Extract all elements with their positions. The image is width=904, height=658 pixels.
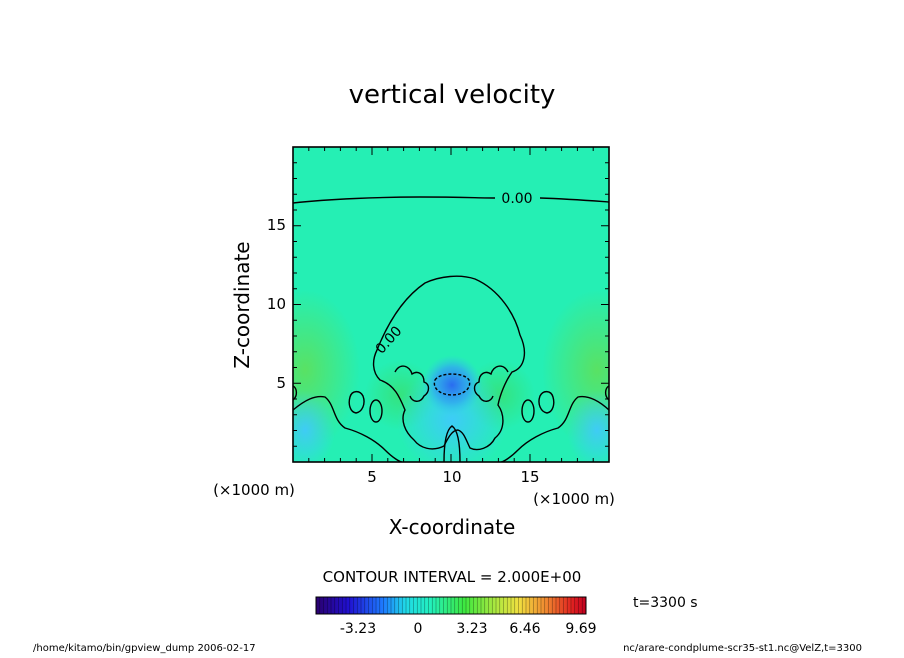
colorbar-tick-4: 6.46: [509, 621, 540, 637]
contour-lobe-left: [369, 399, 383, 423]
contour-wiggle-left: [394, 365, 430, 402]
contour-bottom-right: [500, 395, 609, 462]
colorbar: [315, 596, 587, 615]
y-tick-label-5: 5: [276, 374, 286, 392]
colorbar-tick-5: 9.69: [565, 621, 596, 637]
x-tick-label-10: 10: [442, 468, 461, 486]
y-tick-label-10: 10: [267, 295, 286, 313]
colorbar-tick-2: 0: [414, 621, 423, 637]
y-axis-label: Z-coordinate: [230, 241, 254, 368]
x-tick-label-5: 5: [367, 468, 377, 486]
contour-blob-left: [348, 390, 365, 414]
colorbar-segments: [319, 597, 583, 614]
chart-title: vertical velocity: [349, 80, 556, 110]
x-tick-label-15: 15: [520, 468, 539, 486]
y-tick-label-15: 15: [267, 216, 286, 234]
field-blue-core: [422, 355, 482, 415]
contour-center-spike: [443, 425, 461, 462]
colorbar-tick-1: -3.23: [340, 621, 376, 637]
footer-left: /home/kitamo/bin/gpview_dump 2006-02-17: [33, 643, 256, 654]
axis-ticks: [292, 146, 610, 463]
field-cyan-right: [567, 390, 609, 462]
x-axis-label: X-coordinate: [389, 515, 516, 539]
contour-plume: [372, 275, 526, 451]
contour-label-top: 0.00: [501, 191, 532, 207]
y-unit-label: (×1000 m): [213, 481, 295, 499]
contour-bottom-left: [293, 395, 403, 462]
contour-top: [293, 196, 609, 204]
x-unit-label: (×1000 m): [533, 490, 615, 508]
contour-blob-right: [538, 390, 555, 414]
contour-lobe-right: [521, 399, 535, 423]
plot-area: 0.00 0.00: [293, 147, 609, 462]
footer-right: nc/arare-condplume-scr35-st1.nc@VelZ,t=3…: [623, 643, 862, 654]
time-label: t=3300 s: [633, 595, 698, 611]
contour-wiggle-right: [473, 365, 509, 402]
contour-label-mask-top: [495, 189, 539, 205]
field-cyan-left: [293, 390, 335, 462]
contour-interval-text: CONTOUR INTERVAL = 2.000E+00: [323, 568, 582, 586]
colorbar-tick-3: 3.23: [456, 621, 487, 637]
